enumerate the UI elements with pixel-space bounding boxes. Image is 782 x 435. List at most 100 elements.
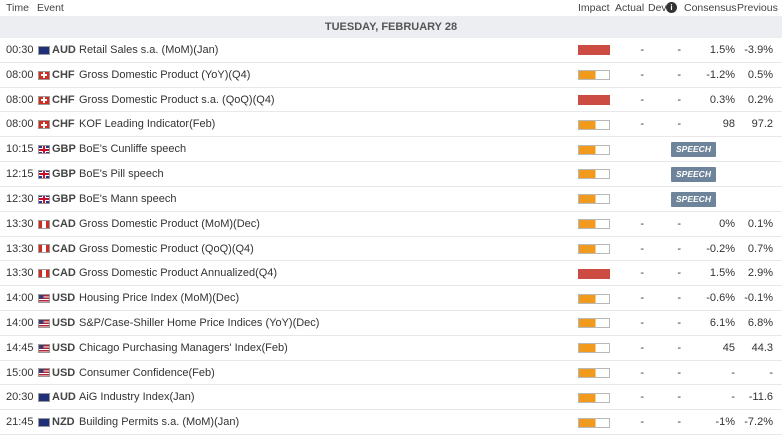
event-row[interactable]: 13:30 CAD Gross Domestic Product Annualize…	[0, 261, 782, 287]
flag-icon	[38, 194, 50, 204]
event-row[interactable]: 13:30 CAD Gross Domestic Product (MoM)(Dec…	[0, 212, 782, 237]
deviation: -	[677, 118, 681, 131]
previous: 0.2%	[747, 93, 773, 106]
actual: -	[640, 44, 644, 56]
actual: -	[640, 217, 644, 230]
info-icon[interactable]: i	[666, 2, 677, 13]
flag-icon	[38, 418, 50, 428]
currency: USD	[52, 341, 76, 354]
time: 12:30	[6, 192, 34, 205]
event-row[interactable]: 21:45 NZD Building Permits s.a. (MoM)(Jan)…	[0, 410, 782, 435]
consensus: -	[731, 366, 735, 379]
time: 08:00	[6, 118, 34, 131]
actual: -	[640, 341, 644, 354]
previous: -0.1%	[744, 292, 773, 305]
deviation: -	[677, 267, 681, 280]
previous: -3.9%	[744, 44, 773, 56]
flag-icon	[38, 393, 50, 403]
flag-icon	[38, 169, 50, 179]
event-row[interactable]: 13:30 CAD Gross Domestic Product (QoQ)(Q4)…	[0, 237, 782, 262]
event-row[interactable]: 20:30 AUD AiG Industry Index(Jan) - - - -11.6	[0, 385, 782, 411]
table-header: Time Event Impact Actual Dev i Consensus…	[0, 0, 782, 16]
event-row[interactable]: 14:00 USD Housing Price Index (MoM)(Dec) - -…	[0, 286, 782, 311]
event-name: KOF Leading Indicator(Feb)	[79, 118, 216, 131]
consensus: 6.1%	[709, 316, 735, 329]
event-row[interactable]: 00:30 AUD Retail Sales s.a. (MoM)(Jan) - - 1.…	[0, 38, 782, 63]
deviation: -	[677, 68, 681, 81]
speech-badge: SPEECH	[671, 142, 716, 158]
currency: GBP	[52, 143, 76, 156]
speech-badge: SPEECH	[671, 166, 716, 182]
deviation: -	[677, 217, 681, 230]
previous: 0.5%	[747, 68, 773, 81]
time: 13:30	[6, 242, 34, 255]
consensus: 1.5%	[709, 267, 735, 280]
deviation: -	[677, 391, 681, 404]
flag-icon	[38, 45, 50, 55]
impact-indicator	[578, 45, 610, 56]
impact-indicator	[578, 318, 610, 329]
event-name: BoE's Pill speech	[79, 168, 164, 181]
consensus: 0%	[719, 217, 735, 230]
actual: -	[640, 68, 644, 81]
deviation: -	[677, 416, 681, 429]
currency: CHF	[52, 68, 75, 81]
currency: CAD	[52, 242, 76, 255]
consensus: -0.6%	[706, 292, 735, 305]
consensus: -1%	[715, 416, 735, 429]
currency: CAD	[52, 267, 76, 280]
currency: NZD	[52, 416, 75, 429]
time: 13:30	[6, 217, 34, 230]
flag-icon	[38, 368, 50, 378]
actual: -	[640, 118, 644, 131]
currency: USD	[52, 316, 76, 329]
consensus: 98	[722, 118, 735, 131]
event-name: Gross Domestic Product (QoQ)(Q4)	[79, 242, 254, 255]
event-row[interactable]: 08:00 CHF KOF Leading Indicator(Feb) - - 98 97…	[0, 112, 782, 138]
col-time: Time	[6, 2, 29, 14]
consensus: 45	[722, 341, 735, 354]
currency: AUD	[52, 44, 76, 56]
event-row[interactable]: 15:00 USD Consumer Confidence(Feb) - - - -	[0, 361, 782, 386]
previous: 6.8%	[747, 316, 773, 329]
time: 08:00	[6, 68, 34, 81]
time: 08:00	[6, 93, 34, 106]
consensus: 0.3%	[709, 93, 735, 106]
deviation: -	[677, 242, 681, 255]
event-row[interactable]: 12:15 GBP BoE's Pill speech SPEECH	[0, 162, 782, 187]
actual: -	[640, 366, 644, 379]
flag-icon	[38, 70, 50, 80]
event-row[interactable]: 08:00 CHF Gross Domestic Product s.a. (QoQ…	[0, 88, 782, 113]
previous: 44.3	[751, 341, 773, 354]
actual: -	[640, 391, 644, 404]
consensus: -	[731, 391, 735, 404]
deviation: -	[677, 341, 681, 354]
time: 00:30	[6, 44, 34, 56]
event-name: Retail Sales s.a. (MoM)(Jan)	[79, 44, 219, 56]
currency: CAD	[52, 217, 76, 230]
col-previous: Previous	[737, 2, 778, 14]
time: 12:15	[6, 168, 34, 181]
event-row[interactable]: 14:00 USD S&P/Case-Shiller Home Price Indi…	[0, 311, 782, 336]
time: 14:00	[6, 316, 34, 329]
currency: AUD	[52, 391, 76, 404]
deviation: -	[677, 93, 681, 106]
time: 21:45	[6, 416, 34, 429]
event-row[interactable]: 14:45 USD Chicago Purchasing Managers' Ind…	[0, 336, 782, 361]
flag-icon	[38, 269, 50, 279]
event-name: Building Permits s.a. (MoM)(Jan)	[79, 416, 240, 429]
previous: 0.7%	[747, 242, 773, 255]
currency: USD	[52, 292, 76, 305]
event-name: Chicago Purchasing Managers' Index(Feb)	[79, 341, 288, 354]
consensus: -1.2%	[706, 68, 735, 81]
event-row[interactable]: 10:15 GBP BoE's Cunliffe speech SPEECH	[0, 137, 782, 163]
col-actual: Actual	[615, 2, 645, 14]
deviation: -	[677, 316, 681, 329]
flag-icon	[38, 318, 50, 328]
impact-indicator	[578, 194, 610, 205]
event-row[interactable]: 12:30 GBP BoE's Mann speech SPEECH	[0, 187, 782, 212]
actual: -	[640, 93, 644, 106]
impact-indicator	[578, 343, 610, 354]
event-row[interactable]: 08:00 CHF Gross Domestic Product (YoY)(Q4)…	[0, 63, 782, 88]
event-name: Gross Domestic Product Annualized(Q4)	[79, 267, 278, 280]
